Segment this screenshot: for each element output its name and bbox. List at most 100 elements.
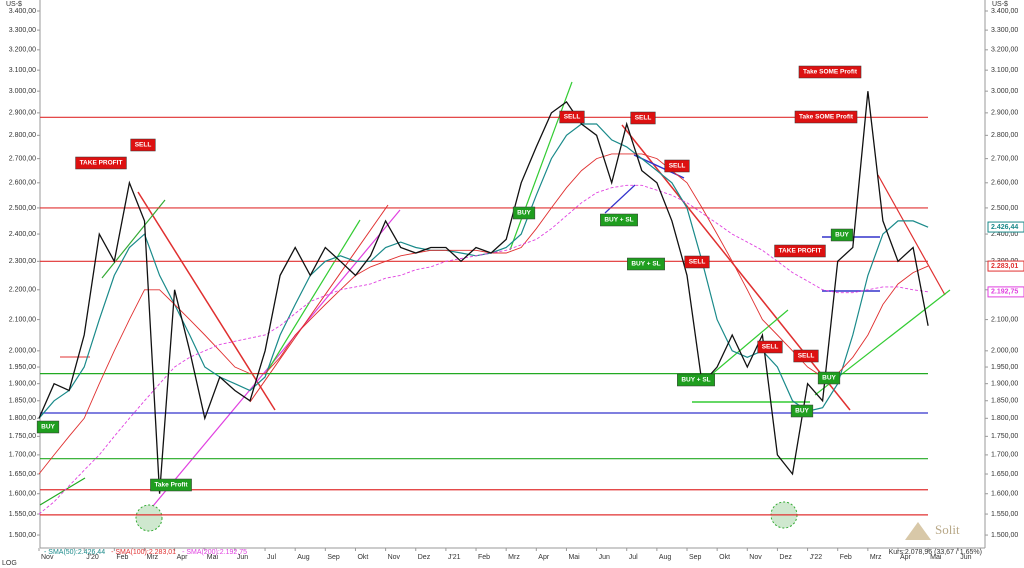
signal: BUY <box>817 371 841 385</box>
y-unit-left: US-$ <box>6 1 22 8</box>
x-tick-label: Sep <box>327 554 340 561</box>
signal-label: BUY + SL <box>681 377 710 384</box>
y2-tick-label: 2.100,00 <box>991 316 1018 323</box>
x-tick-label: Feb <box>116 554 128 561</box>
y2-tick-label: 3.400,00 <box>991 8 1018 15</box>
x-tick-label: Feb <box>478 554 490 561</box>
y-tick-label: 1.650,00 <box>9 471 36 478</box>
y-tick-label: 1.700,00 <box>9 452 36 459</box>
signal-label: BUY <box>835 232 849 239</box>
legend-entry: - SMA(50):2.426,44 <box>44 549 105 556</box>
y-tick-label: 3.200,00 <box>9 47 36 54</box>
x-tick-label: Mrz <box>508 554 520 561</box>
y2-tick-label: 2.400,00 <box>991 231 1018 238</box>
y-tick-label: 2.500,00 <box>9 205 36 212</box>
signal: BUY + SL <box>677 373 715 387</box>
signal: BUY <box>36 420 60 434</box>
signal-box <box>774 244 826 258</box>
x-tick-label: Mai <box>207 554 219 561</box>
y2-tick-label: 1.650,00 <box>991 471 1018 478</box>
y-tick-label: 1.600,00 <box>9 491 36 498</box>
legend-entry: - SMA(100):2.283,01 <box>111 549 176 556</box>
signal-box <box>559 110 585 124</box>
signal-box <box>630 111 656 125</box>
y2-tick-label: 1.600,00 <box>991 491 1018 498</box>
signal-box <box>790 404 814 418</box>
signal: Take SOME Profit <box>794 110 858 124</box>
y-tick-label: 2.300,00 <box>9 258 36 265</box>
price-tag-box <box>987 286 1024 298</box>
y-tick-label: 1.800,00 <box>9 415 36 422</box>
price-line <box>38 91 929 494</box>
sma-line <box>38 153 929 475</box>
y2-tick-label: 1.750,00 <box>991 433 1018 440</box>
x-tick-label: Mai <box>568 554 580 561</box>
x-tick-label: Aug <box>659 554 672 561</box>
signal: TAKE PROFIT <box>75 156 127 170</box>
footer: Kurs:2.078,96 (33,67 / 1,65%) <box>889 549 982 556</box>
signal-label: SELL <box>689 259 706 266</box>
signal-label: SELL <box>564 114 581 121</box>
y-tick-label: 2.000,00 <box>9 348 36 355</box>
x-tick-label: Jul <box>267 554 276 561</box>
y2-tick-label: 2.000,00 <box>991 348 1018 355</box>
x-tick-label: Okt <box>357 554 368 561</box>
x-tick-label: Sep <box>689 554 702 561</box>
signal-label: SELL <box>635 115 652 122</box>
price-tag-box <box>987 260 1024 272</box>
y2-tick-label: 2.700,00 <box>991 155 1018 162</box>
y2-tick-label: 2.500,00 <box>991 205 1018 212</box>
y-tick-label: 1.750,00 <box>9 433 36 440</box>
brand: Solit <box>935 522 960 537</box>
signal-label: SELL <box>798 353 815 360</box>
signal-label: Take Profit <box>154 482 188 489</box>
signal-label: BUY <box>41 424 55 431</box>
legend-entry: - SMA(200):2.192,75 <box>182 549 247 556</box>
signal-label: SELL <box>762 344 779 351</box>
signal-box <box>798 65 862 79</box>
signal: SELL <box>757 340 783 354</box>
y-tick-label: 2.600,00 <box>9 180 36 187</box>
x-tick-label: Jul <box>629 554 638 561</box>
y2-tick-label: 3.100,00 <box>991 67 1018 74</box>
signal: BUY <box>790 404 814 418</box>
signal-label: Take SOME Profit <box>803 69 858 76</box>
signal: Take Profit <box>150 478 192 492</box>
y2-tick-label: 1.900,00 <box>991 381 1018 388</box>
signal-box <box>36 420 60 434</box>
signal-label: BUY <box>795 408 809 415</box>
price-tag-box <box>987 221 1024 233</box>
x-tick-label: Apr <box>177 554 189 561</box>
trend-line <box>249 204 389 403</box>
y2-tick-label: 1.800,00 <box>991 415 1018 422</box>
sma-line <box>38 123 929 419</box>
y2-tick-label: 3.300,00 <box>991 27 1018 34</box>
signal-box <box>75 156 127 170</box>
y-tick-label: 2.700,00 <box>9 155 36 162</box>
trend-line <box>509 81 573 251</box>
signal: Take SOME Profit <box>798 65 862 79</box>
y-tick-label: 3.400,00 <box>9 8 36 15</box>
logo: Solit <box>905 522 960 540</box>
signal-label: TAKE PROFIT <box>779 248 822 255</box>
y2-tick-label: 2.600,00 <box>991 180 1018 187</box>
x-tick-label: Nov <box>41 554 54 561</box>
signal-box <box>130 138 156 152</box>
x-tick-label: Mrz <box>146 554 158 561</box>
signal: SELL <box>559 110 585 124</box>
x-tick-label: Dez <box>779 554 792 561</box>
x-tick-label: Nov <box>388 554 401 561</box>
x-tick-label: Mai <box>930 554 942 561</box>
y-tick-label: 2.100,00 <box>9 316 36 323</box>
trend-line <box>264 219 361 376</box>
y-tick-label: 1.500,00 <box>9 532 36 539</box>
y2-tick-label: 1.950,00 <box>991 364 1018 371</box>
signal-label: BUY <box>517 210 531 217</box>
signal: BUY <box>830 228 854 242</box>
signal-box <box>512 206 536 220</box>
signal-box <box>664 159 690 173</box>
signal: SELL <box>664 159 690 173</box>
y-tick-label: 3.300,00 <box>9 27 36 34</box>
x-tick-label: Jun <box>237 554 248 561</box>
